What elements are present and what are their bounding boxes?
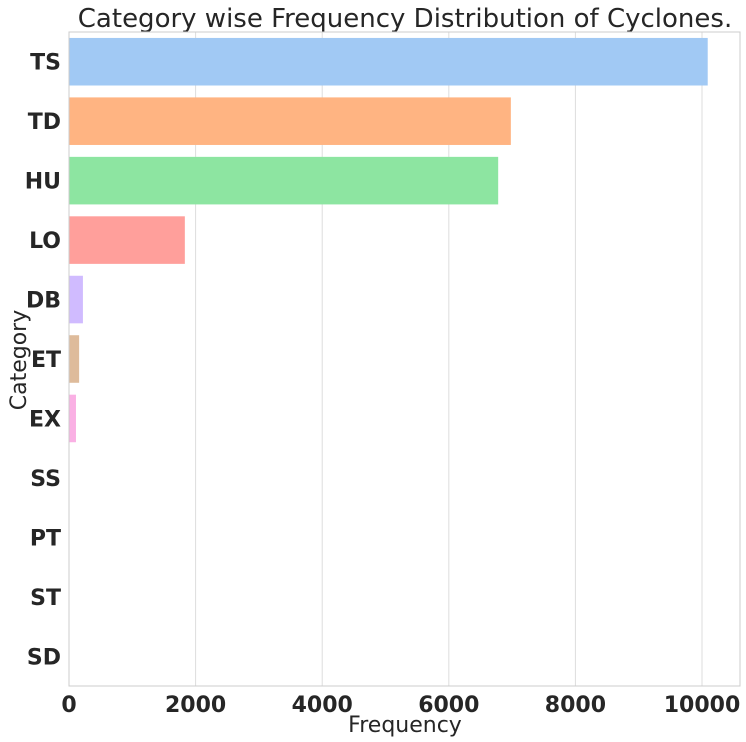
y-tick-label: SD xyxy=(27,645,61,670)
x-tick-label: 6000 xyxy=(418,693,479,718)
bar-et xyxy=(69,335,80,383)
x-tick-label: 10000 xyxy=(664,693,741,718)
bar-hu xyxy=(69,156,499,205)
chart-title: Category wise Frequency Distribution of … xyxy=(78,4,732,34)
bar-lo xyxy=(69,216,185,264)
bars xyxy=(69,37,708,681)
y-tick-label: PT xyxy=(30,526,61,551)
x-tick-label: 8000 xyxy=(545,693,606,718)
x-tick-label: 4000 xyxy=(292,693,353,718)
y-tick-label: SS xyxy=(30,467,61,492)
x-tick-label: 2000 xyxy=(165,693,226,718)
x-tick-label: 0 xyxy=(61,693,76,718)
y-tick-label: TS xyxy=(30,51,61,76)
x-axis-label: Frequency xyxy=(348,713,462,738)
y-tick-label: HU xyxy=(25,170,61,195)
bar-td xyxy=(69,97,511,145)
y-tick-labels: TS TD HU LO DB ET EX SS PT ST SD xyxy=(25,51,61,671)
y-tick-label: TD xyxy=(28,110,61,135)
y-tick-label: ST xyxy=(30,586,61,611)
y-tick-label: EX xyxy=(29,407,61,432)
y-axis-label: Category xyxy=(7,310,32,411)
y-tick-label: ET xyxy=(31,348,61,373)
bar-db xyxy=(69,275,83,324)
y-tick-label: DB xyxy=(26,289,61,314)
y-tick-label: LO xyxy=(29,229,61,254)
bar-ex xyxy=(69,394,76,443)
plot-frame xyxy=(68,31,741,687)
bar-ts xyxy=(69,37,708,86)
x-tick-labels: 0 2000 4000 6000 8000 10000 xyxy=(61,693,740,718)
